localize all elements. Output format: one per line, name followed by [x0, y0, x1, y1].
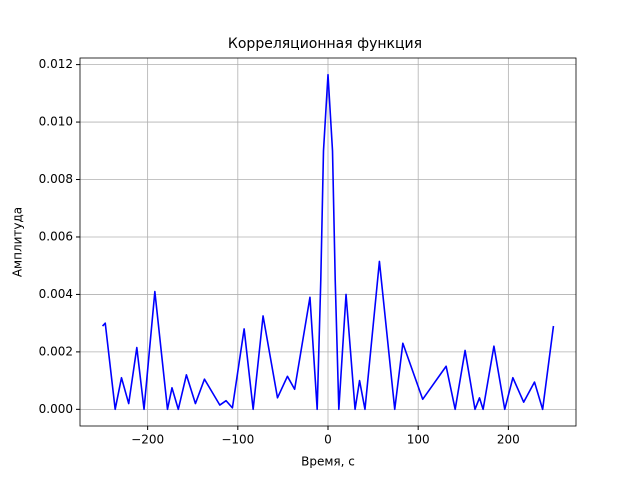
x-tick-label: 0: [324, 433, 332, 447]
x-tick-label: 200: [497, 433, 520, 447]
y-tick-label: 0.000: [39, 402, 73, 416]
x-tick-label: −100: [221, 433, 254, 447]
y-tick-label: 0.010: [39, 115, 73, 129]
y-tick-label: 0.012: [39, 57, 73, 71]
axes-frame: [79, 57, 577, 427]
data-line: [101, 73, 555, 411]
y-tick-label: 0.006: [39, 229, 73, 243]
x-tick-label: 100: [407, 433, 430, 447]
y-tick-label: 0.008: [39, 172, 73, 186]
x-tick-label: −200: [131, 433, 164, 447]
y-tick-label: 0.002: [39, 344, 73, 358]
x-axis-label: Время, с: [301, 455, 355, 469]
y-axis-label: Амплитуда: [11, 207, 25, 277]
y-tick-label: 0.004: [39, 287, 73, 301]
chart-title: Корреляционная функция: [228, 36, 422, 52]
